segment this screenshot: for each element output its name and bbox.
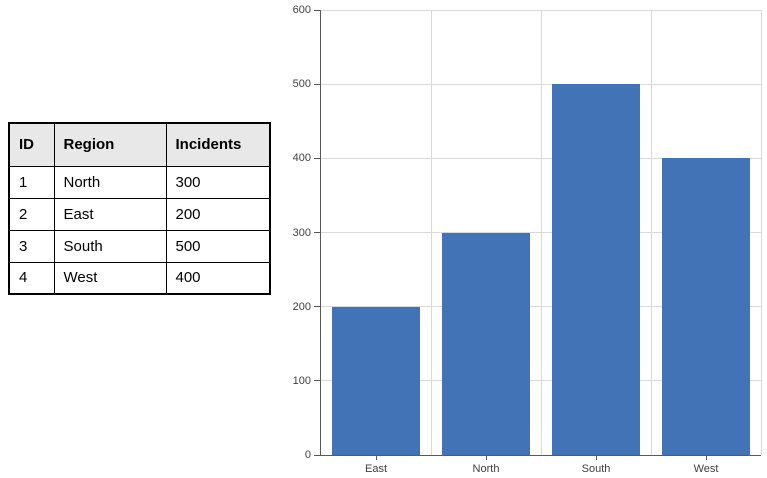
x-axis-tick	[375, 455, 377, 460]
y-axis-tick	[314, 157, 321, 159]
table-header-cell: ID	[8, 122, 55, 167]
x-gridline	[650, 10, 652, 455]
incidents-table: ID Region Incidents 1 North 300 2 East 200 3 Sout…	[8, 122, 271, 295]
table-cell: 400	[165, 261, 271, 295]
bar-chart-plot-area: 0 100 200 300 400 500 600 East North South West	[293, 4, 762, 475]
table-cell: South	[53, 229, 167, 263]
x-axis-tick	[595, 455, 597, 460]
y-axis-tick-label: 100	[292, 374, 311, 387]
bar-east	[332, 306, 420, 455]
y-axis-tick-label: 0	[304, 449, 311, 461]
table-cell: 500	[165, 229, 271, 263]
table-body: 1 North 300 2 East 200 3 South 500 4 West 400	[8, 165, 271, 295]
x-axis-category-label: East	[364, 463, 387, 475]
x-gridline	[430, 10, 432, 455]
y-axis-tick	[314, 380, 321, 382]
bar-north	[442, 232, 530, 455]
table-row: 2 East 200	[8, 197, 271, 231]
y-axis-tick-label: 500	[292, 78, 311, 91]
table-cell: 2	[8, 197, 55, 231]
table-row: 3 South 500	[8, 229, 271, 263]
y-axis-tick-label: 200	[292, 300, 311, 313]
y-axis-tick-label: 600	[292, 4, 311, 16]
y-axis-tick-label: 300	[292, 226, 311, 239]
x-axis-category-label: West	[693, 463, 719, 475]
y-axis-tick	[314, 306, 321, 308]
x-gridline	[760, 10, 762, 455]
table-cell: 1	[8, 165, 55, 199]
table-cell: 200	[165, 197, 271, 231]
x-axis-tick	[485, 455, 487, 460]
table-header-cell: Incidents	[165, 122, 271, 167]
table-cell: 300	[165, 165, 271, 199]
table-header: ID Region Incidents	[8, 122, 271, 167]
table-cell: North	[53, 165, 167, 199]
y-axis-tick	[314, 9, 321, 11]
table-header-cell: Region	[53, 122, 167, 167]
y-axis-tick	[314, 232, 321, 233]
bar-west	[662, 158, 750, 455]
table-cell: 4	[8, 261, 55, 295]
table-row: 4 West 400	[8, 261, 271, 295]
y-axis-tick	[314, 83, 321, 85]
table-cell: East	[53, 197, 167, 231]
table-cell: West	[53, 261, 167, 295]
x-gridline	[540, 10, 542, 455]
x-axis-category-label: North	[472, 463, 500, 475]
y-axis-tick-label: 400	[292, 152, 311, 165]
x-axis-category-label: South	[581, 463, 611, 475]
table-row: 1 North 300	[8, 165, 271, 199]
table-header-row: ID Region Incidents	[8, 122, 271, 167]
bar-south	[552, 84, 640, 455]
table-cell: 3	[8, 229, 55, 263]
y-axis-tick	[314, 454, 321, 456]
x-axis-tick	[705, 455, 707, 460]
